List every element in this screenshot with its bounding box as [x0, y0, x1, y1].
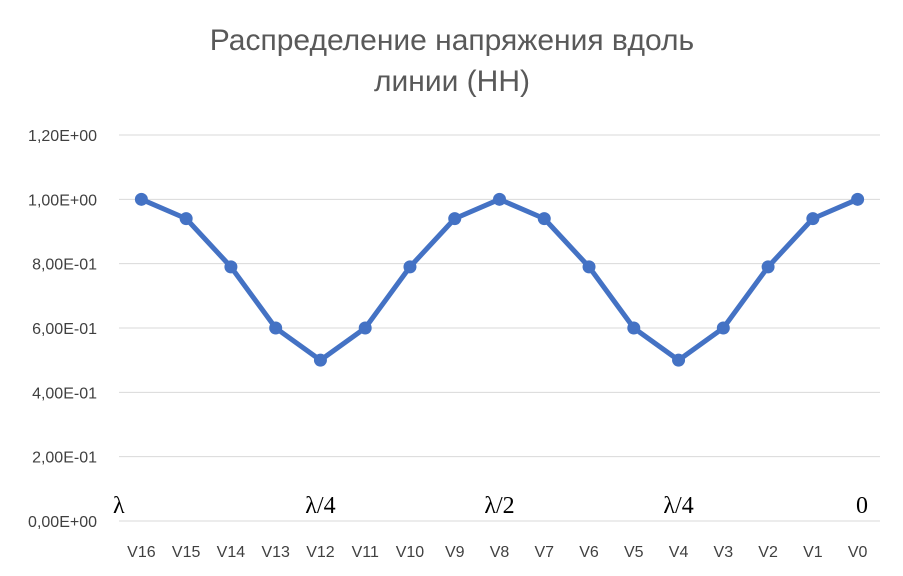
data-point	[313, 353, 327, 367]
x-tick-label: V10	[396, 544, 425, 561]
x-tick-label: V13	[261, 544, 290, 561]
data-point	[493, 192, 506, 206]
x-tick-label: V8	[490, 544, 510, 561]
data-point	[537, 212, 551, 226]
x-tick-label: V4	[669, 544, 689, 561]
y-tick-label: 4,00E-01	[32, 385, 97, 402]
annotation-label: λ/4	[663, 493, 693, 519]
y-axis-ticks: 0,00E+00 2,00E-01 4,00E-01 6,00E-01 8,00E-01…	[28, 128, 97, 531]
y-tick-label: 1,00E+00	[28, 192, 97, 209]
data-point	[403, 260, 417, 274]
chart-title-line-1: Распределение напряжения вдоль	[210, 24, 694, 57]
x-tick-label: V5	[624, 544, 644, 561]
chart-title-line-2: линии (НН)	[374, 65, 530, 98]
y-tick-label: 2,00E-01	[32, 450, 97, 467]
data-point	[582, 260, 596, 274]
x-tick-label: V11	[352, 544, 379, 561]
data-point	[851, 192, 865, 206]
data-point	[179, 212, 193, 226]
x-tick-label: V16	[127, 544, 156, 561]
y-tick-label: 1,20E+00	[28, 128, 97, 145]
series-line-path	[138, 196, 861, 363]
data-point	[672, 353, 686, 367]
data-point	[448, 212, 462, 226]
data-point	[761, 260, 775, 274]
data-point	[806, 212, 820, 226]
x-tick-label: V2	[758, 544, 778, 561]
data-point	[627, 321, 641, 335]
x-tick-label: V12	[306, 544, 335, 561]
y-tick-label: 0,00E+00	[28, 514, 97, 531]
x-tick-label: V0	[848, 544, 868, 561]
series-line	[134, 192, 865, 367]
annotation-label: 0	[856, 493, 868, 519]
x-tick-label: V7	[534, 544, 554, 561]
x-tick-label: V3	[714, 544, 734, 561]
annotation-label: λ/2	[484, 493, 514, 519]
data-point	[134, 192, 148, 206]
annotation-label: λ	[113, 493, 125, 519]
data-point	[358, 321, 372, 335]
x-tick-label: V14	[217, 544, 246, 561]
data-point	[716, 321, 730, 335]
data-point	[224, 260, 238, 274]
x-tick-label: V6	[579, 544, 599, 561]
data-point	[269, 321, 283, 335]
y-tick-label: 8,00E-01	[32, 257, 97, 274]
annotation-label: λ/4	[305, 493, 335, 519]
x-tick-label: V1	[803, 544, 823, 561]
x-tick-label: V15	[172, 544, 201, 561]
annotations: λ λ/4 λ/2 λ/4 0	[113, 493, 868, 519]
x-tick-label: V9	[445, 544, 465, 561]
y-tick-label: 6,00E-01	[32, 321, 97, 338]
x-axis-ticks: V16 V15 V14 V13 V12 V11 V10 V9 V8 V7 V6 V5 V4 V3 V2 V1 V…	[127, 544, 867, 561]
